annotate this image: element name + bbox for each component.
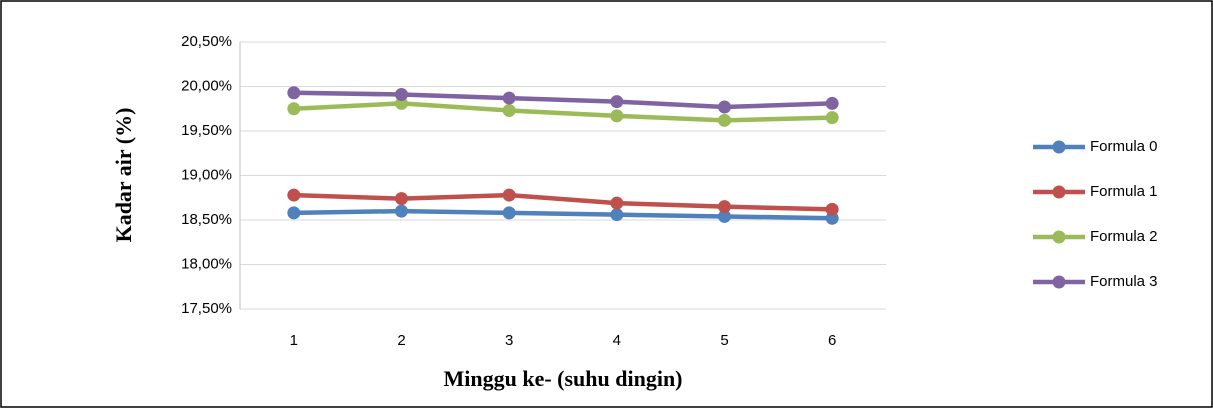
data-point (502, 91, 516, 105)
series-line (293, 101, 833, 123)
data-point (825, 111, 839, 125)
data-point (825, 211, 839, 225)
data-point (718, 200, 731, 214)
data-point (395, 88, 408, 102)
data-point (395, 192, 408, 206)
data-point (825, 202, 839, 216)
data-point (502, 104, 516, 118)
y-axis-title: Kadar air (%) (111, 108, 136, 243)
data-point (610, 109, 624, 123)
legend-marker (1052, 140, 1066, 154)
x-tick-label: 1 (290, 332, 298, 349)
y-tick-label: 17,50% (181, 300, 232, 317)
data-point (287, 206, 301, 220)
y-tick-label: 19,00% (181, 166, 232, 183)
data-point (395, 204, 408, 218)
data-point (395, 96, 408, 110)
legend-marker (1052, 275, 1066, 289)
data-point (718, 209, 731, 223)
data-point (718, 113, 731, 127)
y-tick-label: 20,50% (181, 33, 232, 50)
legend-label: Formula 2 (1090, 228, 1158, 245)
x-tick-label: 5 (720, 332, 728, 349)
data-point (287, 86, 301, 100)
data-point (502, 206, 516, 220)
legend-marker (1052, 230, 1066, 244)
x-tick-label: 2 (397, 332, 405, 349)
x-tick-label: 4 (613, 332, 621, 349)
legend-label: Formula 3 (1090, 273, 1158, 290)
data-point (610, 208, 624, 222)
data-point (502, 188, 516, 202)
data-point (287, 188, 301, 202)
y-tick-label: 18,00% (181, 255, 232, 272)
x-tick-label: 3 (505, 332, 513, 349)
y-tick-label: 20,00% (181, 77, 232, 94)
legend-label: Formula 0 (1090, 138, 1158, 155)
legend-label: Formula 1 (1090, 183, 1158, 200)
legend-marker (1052, 185, 1066, 199)
y-tick-label: 19,50% (181, 122, 232, 139)
data-point (718, 100, 731, 114)
series-line (293, 208, 833, 221)
data-point (287, 102, 301, 116)
data-point (825, 96, 839, 110)
x-axis-title: Minggu ke- (suhu dingin) (443, 366, 682, 391)
data-point (610, 95, 624, 109)
x-tick-label: 6 (828, 332, 836, 349)
series-line (293, 192, 833, 212)
data-point (610, 196, 624, 210)
series-line (293, 90, 833, 110)
y-tick-label: 18,50% (181, 211, 232, 228)
